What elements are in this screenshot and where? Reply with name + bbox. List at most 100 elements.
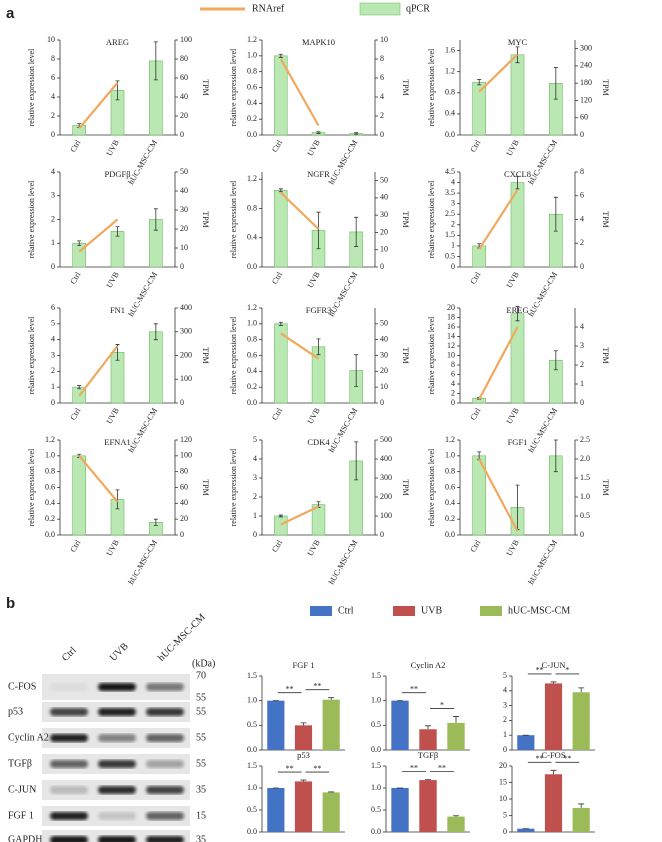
y2-tick-label: 2.5 [580, 435, 590, 444]
y2-tick-label: 0 [580, 398, 584, 407]
y-tick-label: 0.2 [247, 382, 257, 391]
y-tick-label: 2 [451, 220, 455, 229]
kda-label: 35 [196, 784, 206, 795]
x-tick-label: Ctrl [68, 270, 82, 286]
y2-tick-label: 10 [380, 35, 388, 44]
y-tick-label: 18 [447, 312, 455, 321]
x-tick-label: Ctrl [270, 406, 284, 422]
y-tick-label: 1.0 [247, 319, 257, 328]
x-tick-label: Ctrl [270, 270, 284, 286]
y-tick-label: 1 [451, 241, 455, 250]
y2-tick-label: 300 [180, 327, 192, 336]
y-tick-label: 0.8 [247, 203, 257, 212]
chart-title: NGFR [307, 169, 330, 179]
y2-axis-label: TPM [601, 79, 610, 95]
error-bar [550, 681, 557, 684]
y-tick-label: 1.5 [371, 761, 381, 770]
significance-label: ** [536, 754, 544, 763]
error-bar [578, 687, 585, 693]
legend-label: Ctrl [338, 605, 354, 616]
y2-tick-label: 200 [180, 350, 192, 359]
y-tick-label: 4 [51, 92, 55, 101]
bar [322, 699, 340, 750]
y-axis-label: relative expression level [229, 316, 238, 395]
y-tick-label: 2 [51, 111, 55, 120]
error-bar [300, 722, 307, 726]
blot-band [50, 786, 88, 794]
lane-label: hUC-MSC-CM [156, 612, 208, 664]
y-axis-label: relative expression level [427, 448, 436, 527]
x-tick-label: hUC-MSC-CM [526, 270, 559, 318]
x-tick-label: hUC-MSC-CM [126, 138, 159, 186]
x-tick-label: Ctrl [68, 138, 82, 154]
error-bar [278, 188, 283, 193]
error-bar [278, 53, 283, 58]
y-axis-label: relative expression level [427, 180, 436, 259]
bar [267, 700, 285, 750]
y-tick-label: 0.8 [247, 66, 257, 75]
x-tick-label: Ctrl [270, 538, 284, 554]
y-tick-label: 1.5 [247, 761, 257, 770]
y2-tick-label: 100 [180, 35, 192, 44]
significance-label: * [440, 700, 444, 709]
chart-title: C-FOS [541, 750, 565, 760]
y-tick-label: 6 [451, 369, 455, 378]
legend-swatch [480, 606, 502, 616]
x-tick-label: Ctrl [270, 138, 284, 154]
error-bar [515, 175, 520, 190]
y-tick-label: 8 [451, 360, 455, 369]
y2-tick-label: 20 [180, 111, 188, 120]
legend-label: hUC-MSC-CM [508, 605, 570, 616]
chart-title: FGFR3 [306, 305, 332, 315]
kda-label: 15 [196, 810, 206, 821]
y-axis-label: relative expression level [427, 48, 436, 127]
bar [149, 331, 163, 404]
y2-axis-label: TPM [201, 347, 210, 363]
error-bar [278, 514, 283, 518]
error-bar [153, 208, 158, 231]
significance-label: ** [410, 684, 418, 693]
row-label: TGFβ [8, 758, 32, 769]
y-tick-label: 0.2 [45, 514, 55, 523]
y2-tick-label: 20 [380, 366, 388, 375]
error-bar [354, 132, 359, 135]
y-tick-label: 0.5 [247, 720, 257, 729]
y2-tick-label: 240 [580, 61, 592, 70]
y2-tick-label: 30 [380, 210, 388, 219]
chart-title: EFNA1 [104, 437, 130, 447]
y2-tick-label: 40 [180, 498, 188, 507]
blot-band [146, 734, 184, 742]
y-tick-label: 2 [503, 715, 507, 724]
y2-tick-label: 0 [180, 130, 184, 139]
y-tick-label: 0.0 [371, 745, 381, 754]
y2-tick-label: 100 [380, 511, 392, 520]
y2-tick-label: 2 [580, 360, 584, 369]
line [279, 58, 320, 127]
row-label: FGF 1 [8, 810, 34, 821]
y-tick-label: 0.8 [247, 334, 257, 343]
blot-band [98, 812, 136, 820]
y2-axis-label: TPM [601, 479, 610, 495]
y-tick-label: 0.4 [247, 98, 257, 107]
y2-tick-label: 120 [180, 435, 192, 444]
y-tick-label: 0.2 [247, 114, 257, 123]
error-bar [553, 67, 558, 100]
y-tick-label: 0 [503, 827, 507, 836]
chart-title: TGFβ [418, 750, 438, 760]
lane-label: Ctrl [60, 645, 79, 664]
blot-band [98, 786, 136, 794]
y-tick-label: 1.6 [445, 45, 455, 54]
blot-band [50, 734, 88, 742]
blot-band [98, 734, 136, 742]
bar [294, 781, 313, 832]
bar [274, 189, 288, 268]
y2-tick-label: 0 [180, 262, 184, 271]
y2-tick-label: 1.0 [580, 492, 590, 501]
y-tick-label: 0.0 [247, 745, 257, 754]
legend-label: RNAref [252, 3, 285, 14]
y-tick-label: 6 [51, 73, 55, 82]
y2-tick-label: 300 [580, 43, 592, 52]
y2-tick-label: 400 [180, 303, 192, 312]
line [280, 505, 319, 526]
panel-label: b [6, 595, 15, 612]
